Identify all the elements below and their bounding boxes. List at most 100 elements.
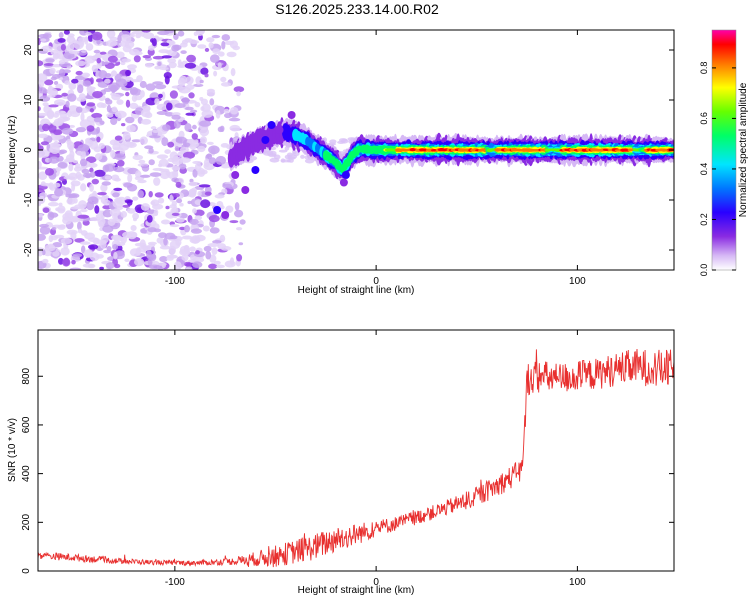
noise-blob — [198, 65, 203, 69]
noise-blob — [213, 260, 221, 265]
noise-blob — [40, 141, 50, 146]
noise-blob — [40, 38, 47, 42]
noise-blob — [89, 167, 94, 173]
colorbar-label: Normalized spectral amplitude — [738, 82, 749, 217]
noise-blob — [75, 106, 83, 113]
noise-blob — [156, 111, 168, 115]
noise-blob — [115, 51, 125, 59]
noise-blob — [74, 204, 85, 210]
noise-blob — [195, 250, 200, 255]
signal-blob — [241, 186, 250, 194]
noise-blob — [166, 40, 175, 44]
noise-blob — [221, 40, 226, 50]
noise-blob — [179, 226, 186, 231]
noise-blob — [172, 170, 179, 176]
noise-blob — [273, 154, 281, 160]
y-tick-label: 800 — [21, 367, 32, 384]
noise-blob — [94, 205, 100, 214]
noise-blob — [181, 97, 190, 105]
noise-blob — [139, 90, 145, 98]
noise-blob — [41, 45, 53, 52]
signal-blob — [251, 166, 260, 174]
noise-blob — [134, 258, 145, 267]
noise-blob — [69, 267, 82, 270]
noise-blob — [49, 147, 54, 153]
noise-blob — [89, 252, 100, 262]
y-tick-label: 20 — [23, 44, 34, 56]
noise-blob — [140, 174, 151, 178]
noise-blob — [52, 121, 63, 127]
noise-blob — [59, 68, 66, 78]
noise-blob — [183, 151, 195, 159]
noise-blob — [211, 247, 218, 255]
noise-blob — [112, 244, 119, 250]
noise-blob — [171, 165, 180, 171]
noise-blob — [38, 133, 48, 139]
y-tick-label: 0 — [23, 147, 34, 153]
noise-blob — [58, 149, 68, 154]
noise-blob — [229, 40, 238, 49]
noise-blob — [161, 137, 169, 147]
noise-blob — [44, 244, 56, 252]
noise-blob — [38, 171, 48, 180]
noise-blob — [63, 176, 76, 180]
noise-blob — [156, 103, 168, 111]
noise-blob — [184, 62, 197, 69]
noise-blob — [96, 102, 105, 108]
noise-blob — [199, 79, 204, 84]
noise-blob — [140, 245, 151, 250]
noise-blob — [161, 55, 172, 59]
noise-blob — [82, 80, 92, 87]
colorbar-ticks: 0.0 0.2 0.4 0.6 0.8 — [699, 62, 736, 276]
noise-blob — [288, 158, 294, 163]
y-tick-label: 600 — [21, 416, 32, 433]
noise-blob — [132, 196, 139, 201]
noise-blob — [46, 109, 55, 118]
noise-blob — [192, 168, 198, 178]
noise-blob — [127, 64, 137, 70]
noise-blob — [125, 116, 135, 124]
noise-blob — [174, 103, 186, 109]
noise-blob — [83, 172, 93, 178]
noise-blob — [60, 44, 66, 51]
noise-blob — [169, 90, 178, 99]
noise-blob — [146, 250, 152, 258]
noise-blob — [84, 36, 89, 45]
noise-blob — [78, 93, 86, 100]
noise-blob — [55, 167, 62, 172]
noise-blob — [158, 197, 165, 204]
noise-blob — [98, 143, 105, 149]
noise-blob — [211, 34, 221, 39]
noise-blob — [52, 74, 61, 79]
noise-blob — [47, 202, 59, 207]
noise-blob — [95, 153, 103, 161]
noise-blob — [126, 125, 136, 133]
signal-blob — [341, 171, 350, 179]
noise-blob — [49, 67, 56, 75]
noise-blob — [79, 158, 88, 167]
noise-blob — [91, 112, 103, 119]
noise-blob — [123, 131, 131, 140]
noise-blob — [109, 139, 118, 146]
noise-blob — [70, 231, 77, 241]
x-tick-label: -100 — [165, 577, 185, 588]
noise-blob — [91, 178, 100, 185]
noise-blob — [64, 210, 73, 218]
snr-panel: -100 0 100 0 200 400 600 800 Height of straight… — [7, 329, 675, 596]
noise-blob — [140, 203, 150, 211]
noise-blob — [183, 261, 192, 267]
noise-blob — [48, 156, 60, 164]
noise-blob — [152, 38, 157, 47]
noise-blob — [62, 106, 70, 112]
noise-blob — [54, 188, 64, 197]
noise-blob — [112, 192, 120, 198]
noise-blob — [223, 108, 230, 114]
noise-blob — [124, 258, 130, 262]
noise-blob — [80, 183, 87, 192]
noise-blob — [236, 227, 243, 231]
noise-blob — [141, 30, 151, 33]
noise-blob — [132, 154, 144, 161]
noise-blob — [159, 256, 168, 263]
noise-blob — [157, 61, 162, 66]
noise-blob — [75, 163, 81, 169]
